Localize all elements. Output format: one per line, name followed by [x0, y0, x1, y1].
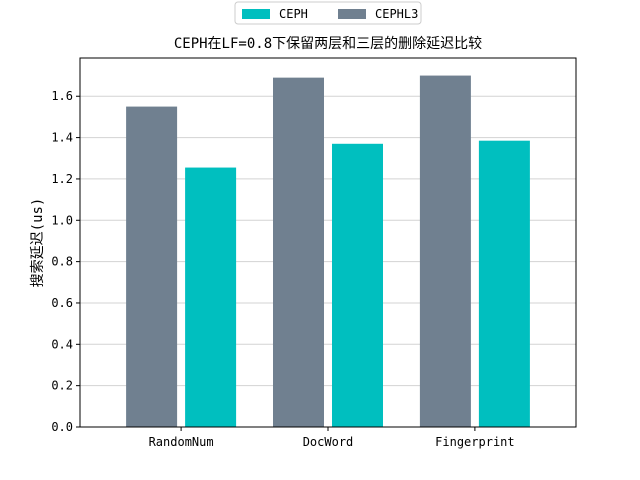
bar-ceph-fingerprint: [478, 140, 530, 427]
y-tick-label: 1.2: [51, 172, 73, 186]
legend-label-cephl3: CEPHL3: [375, 7, 418, 21]
y-tick-label: 1.0: [51, 213, 73, 227]
y-tick-label: 1.6: [51, 89, 73, 103]
legend-swatch-cephl3: [338, 9, 366, 19]
x-tick-label: RandomNum: [149, 435, 214, 449]
bar-cephl3-docword: [273, 77, 324, 427]
bar-ceph-docword: [332, 143, 383, 427]
bar-cephl3-fingerprint: [419, 75, 471, 428]
y-axis-ticks: 0.0 0.2 0.4 0.6 0.8 1.0 1.2 1.4 1.6: [51, 89, 80, 434]
y-tick-label: 0.2: [51, 379, 73, 393]
legend-swatch-ceph: [242, 9, 270, 19]
bars: [126, 75, 530, 428]
y-tick-label: 1.4: [51, 131, 73, 145]
x-tick-label: Fingerprint: [435, 435, 514, 449]
bar-cephl3-randomnum: [126, 106, 178, 427]
y-tick-label: 0.0: [51, 420, 73, 434]
y-tick-label: 0.6: [51, 296, 73, 310]
y-axis-label: 搜索延迟(us): [29, 198, 46, 288]
bar-ceph-randomnum: [185, 167, 237, 427]
x-axis-ticks: RandomNum DocWord Fingerprint: [149, 427, 515, 449]
y-tick-label: 0.8: [51, 255, 73, 269]
legend-box: [234, 1, 422, 25]
x-tick-label: DocWord: [303, 435, 354, 449]
legend-label-ceph: CEPH: [279, 7, 308, 21]
legend: CEPH CEPHL3: [234, 1, 422, 25]
chart-title: CEPH在LF=0.8下保留两层和三层的删除延迟比较: [174, 36, 482, 52]
y-tick-label: 0.4: [51, 337, 73, 351]
